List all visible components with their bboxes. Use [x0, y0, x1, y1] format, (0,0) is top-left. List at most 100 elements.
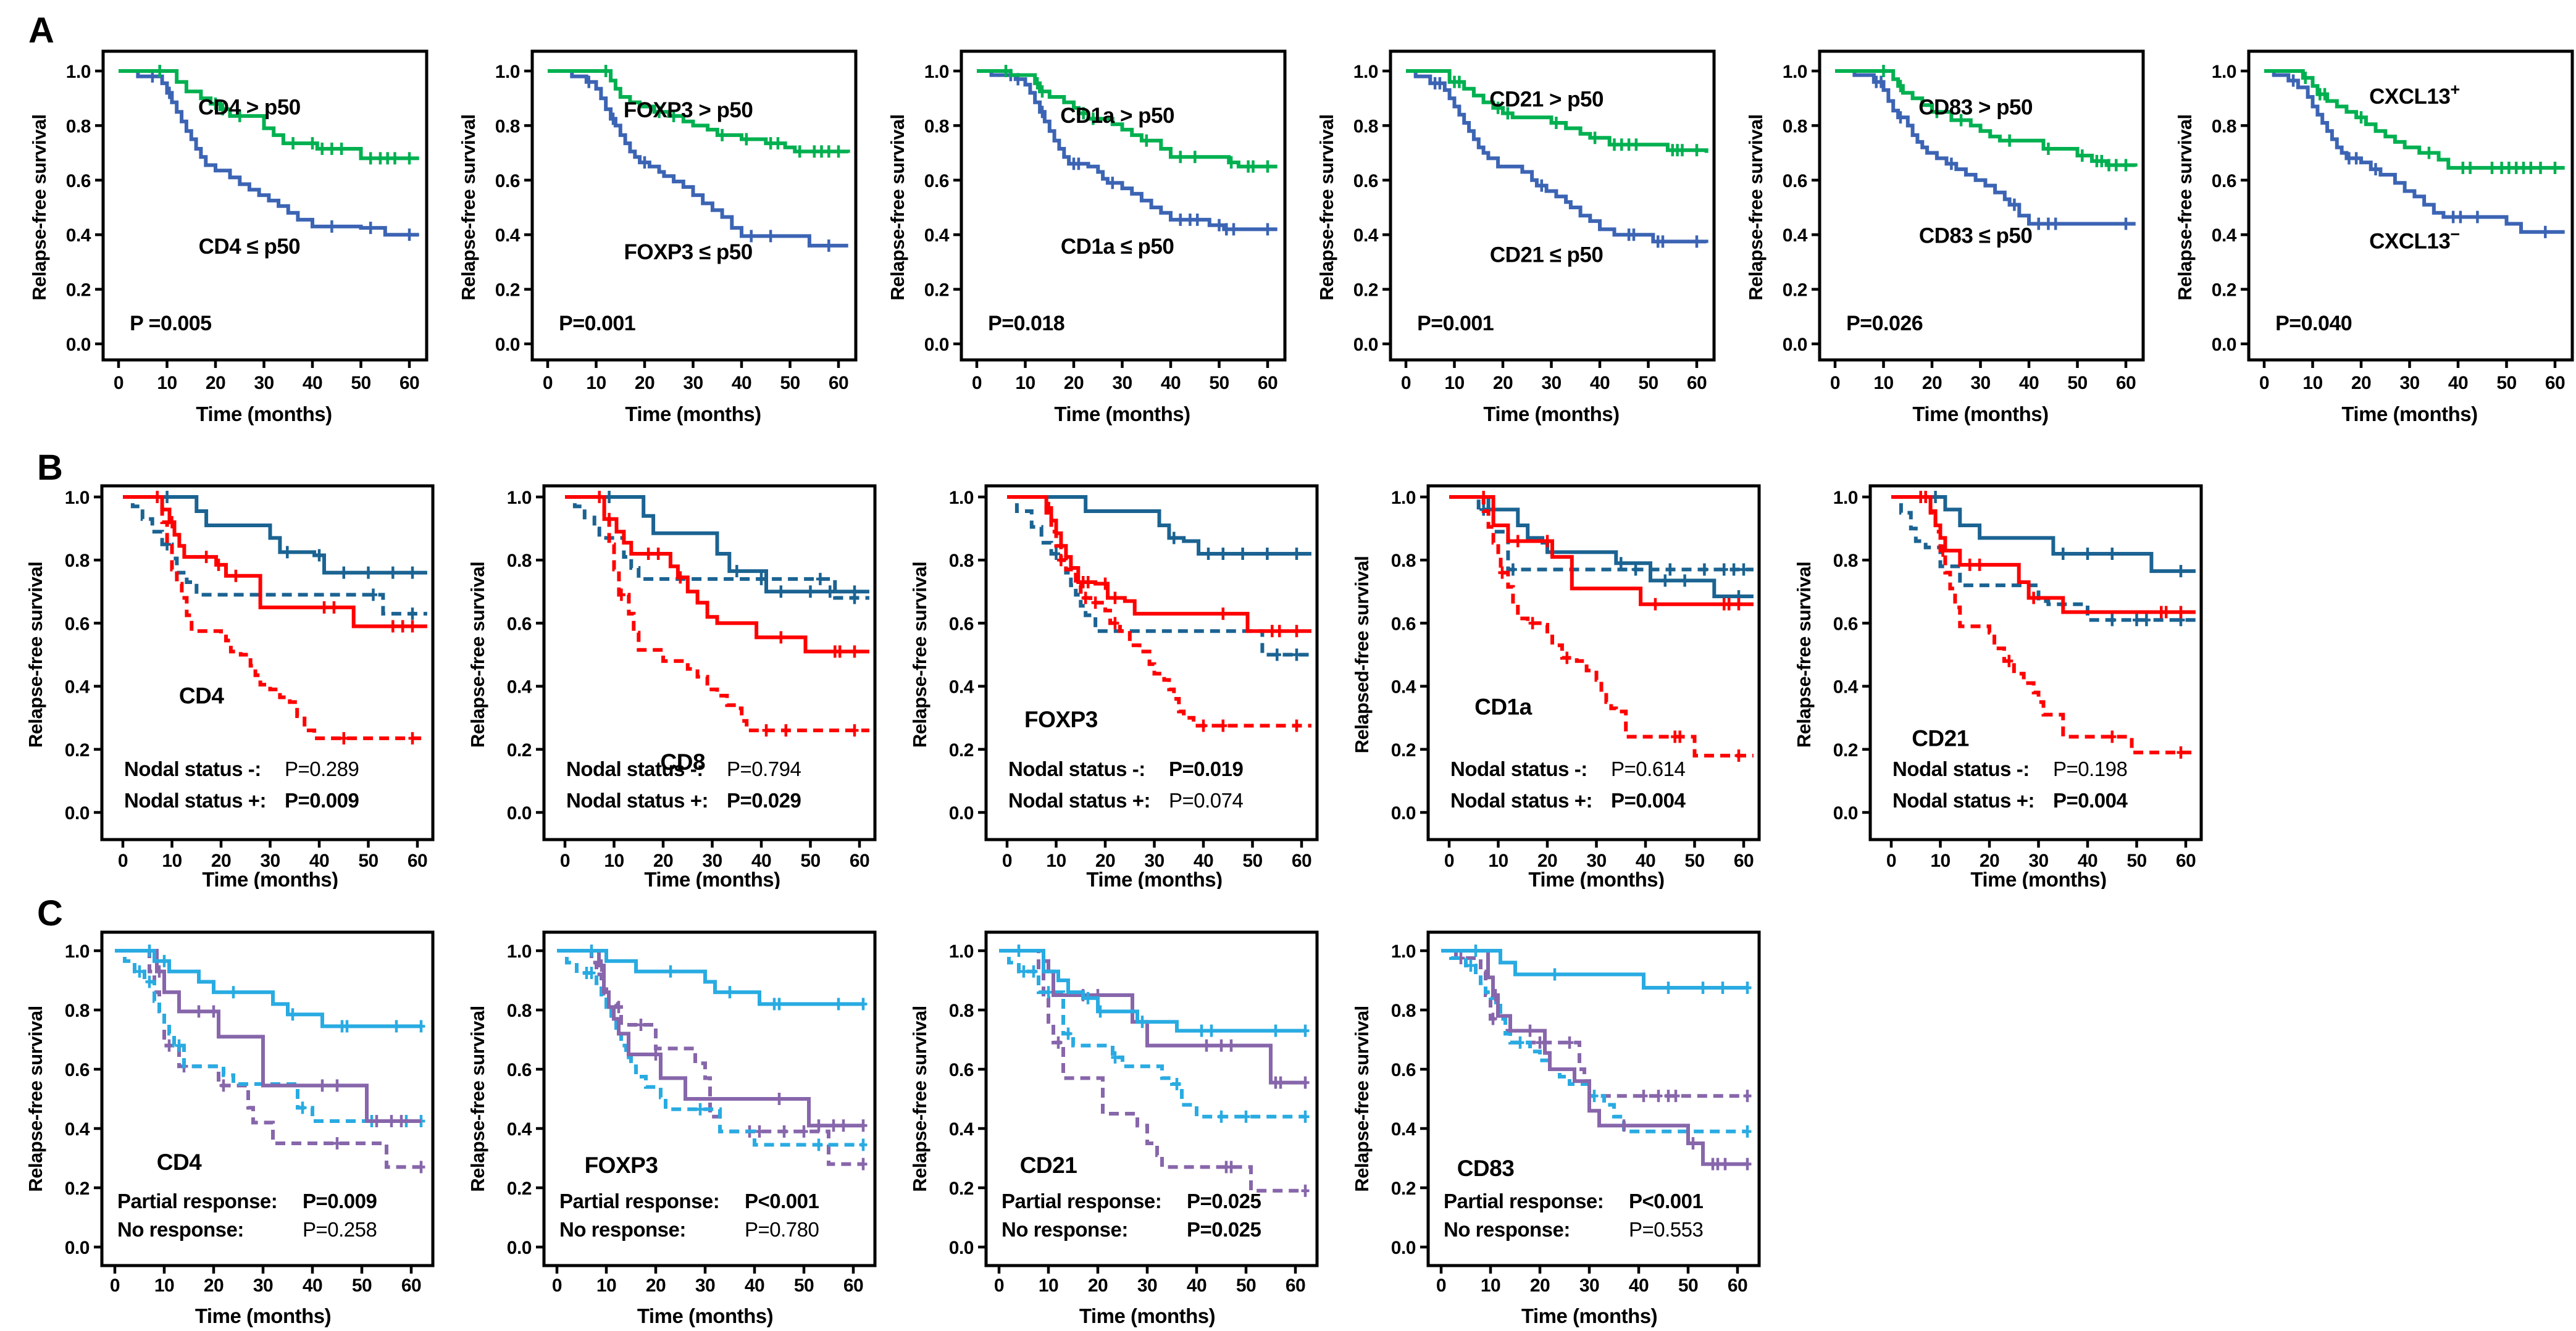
- svg-text:50: 50: [2496, 373, 2516, 393]
- svg-text:0.8: 0.8: [65, 551, 90, 571]
- svg-text:0.4: 0.4: [507, 677, 532, 698]
- svg-text:30: 30: [254, 373, 274, 393]
- svg-text:1.0: 1.0: [65, 941, 90, 962]
- legend-B5-0: Nodal status -: P=0.198: [1892, 757, 2127, 780]
- marker-label-C1: CD4: [157, 1150, 202, 1175]
- svg-text:0.6: 0.6: [924, 171, 949, 191]
- censor-marks-A2-0: [585, 75, 833, 252]
- censor-marks-A2-1: [601, 65, 843, 158]
- y-axis-title-B2: Relapse-free survival: [467, 562, 488, 748]
- censor-marks-C3-0: [1054, 1036, 1310, 1197]
- curve-A1-1: [119, 69, 419, 161]
- curve-A6-0: [2264, 69, 2565, 234]
- svg-text:0.6: 0.6: [65, 614, 90, 634]
- censor-marks-A3-0: [1006, 69, 1272, 236]
- censor-marks-C1-3: [145, 945, 425, 1033]
- y-axis-title-B1: Relapse-free survival: [25, 562, 46, 748]
- curve-B4-3: [1449, 495, 1754, 606]
- svg-text:30: 30: [2028, 851, 2048, 871]
- x-axis-B3: 0 10 20 30 40 50 60: [1002, 840, 1312, 871]
- annotation-A5-1: CD83 ≤ p50: [1919, 224, 2032, 248]
- curve-B5-2: [1891, 495, 2196, 754]
- plot-box-C4: [1426, 930, 1761, 1267]
- x-axis-A4: 0 10 20 30 40 50 60: [1401, 360, 1707, 393]
- svg-text:0.2: 0.2: [66, 280, 91, 301]
- x-axis-C3: 0 10 20 30 40 50 60: [994, 1266, 1306, 1296]
- svg-text:0.6: 0.6: [949, 614, 974, 634]
- svg-text:40: 40: [1194, 851, 1213, 871]
- y-axis-title-B3: Relapse-free survival: [909, 562, 930, 748]
- curve-C4-3: [1441, 949, 1747, 990]
- svg-text:60: 60: [1286, 1275, 1305, 1296]
- svg-text:0: 0: [114, 373, 123, 393]
- svg-text:0.6: 0.6: [1783, 171, 1807, 191]
- censor-marks-B1-3: [153, 491, 417, 633]
- svg-text:0.6: 0.6: [1833, 614, 1858, 634]
- y-axis-B2: 0.0 0.2 0.4 0.6 0.8 1.0: [507, 488, 544, 824]
- censor-marks-B3-3: [1045, 501, 1301, 638]
- y-axis-title-A1: Relapse-free survival: [28, 114, 50, 300]
- y-axis-C4: 0.0 0.2 0.4 0.6 0.8 1.0: [1391, 941, 1428, 1258]
- svg-text:20: 20: [1064, 373, 1084, 393]
- svg-text:0.2: 0.2: [507, 1179, 532, 1199]
- pvalue-A3: P=0.018: [988, 312, 1064, 335]
- svg-text:50: 50: [1236, 1275, 1256, 1296]
- y-axis-B3: 0.0 0.2 0.4 0.6 0.8 1.0: [949, 488, 986, 824]
- y-axis-A3: 0.0 0.2 0.4 0.6 0.8 1.0: [924, 62, 961, 355]
- row-label-C: C: [37, 893, 63, 933]
- svg-text:0.6: 0.6: [65, 1060, 90, 1080]
- plot-box-C3: [984, 930, 1319, 1267]
- svg-text:0.0: 0.0: [65, 1238, 90, 1258]
- x-axis-C1: 0 10 20 30 40 50 60: [110, 1266, 422, 1296]
- censor-marks-B3-1: [1169, 532, 1301, 560]
- marker-label-C2: FOXP3: [585, 1153, 658, 1178]
- x-axis-B1: 0 10 20 30 40 50 60: [118, 840, 428, 871]
- x-axis-title-A1: Time (months): [196, 403, 332, 425]
- curve-B5-1: [1891, 495, 2196, 574]
- svg-text:0: 0: [118, 851, 128, 871]
- annotation-A4-0: CD21 > p50: [1489, 88, 1604, 112]
- curve-A3-0: [977, 69, 1278, 232]
- svg-text:40: 40: [1629, 1275, 1649, 1296]
- legend-C4-1: No response: P=0.553: [1444, 1218, 1703, 1241]
- svg-text:30: 30: [260, 851, 280, 871]
- curve-C3-1: [999, 949, 1305, 1119]
- svg-text:20: 20: [653, 851, 673, 871]
- svg-text:1.0: 1.0: [1391, 488, 1416, 508]
- svg-text:20: 20: [1537, 851, 1557, 871]
- svg-text:0.8: 0.8: [1391, 1001, 1416, 1021]
- svg-text:0: 0: [1886, 851, 1896, 871]
- annotation-A6-0: CXCL13+: [2369, 80, 2460, 109]
- marker-label-B3: FOXP3: [1024, 707, 1098, 732]
- svg-text:50: 50: [794, 1275, 814, 1296]
- svg-text:0.2: 0.2: [495, 280, 520, 301]
- svg-text:30: 30: [1144, 851, 1164, 871]
- svg-text:60: 60: [399, 373, 419, 393]
- svg-text:0: 0: [1401, 373, 1411, 393]
- censor-marks-C2-3: [587, 945, 868, 1011]
- curve-C3-3: [999, 949, 1305, 1033]
- svg-text:0.4: 0.4: [2212, 225, 2237, 246]
- svg-text:60: 60: [408, 851, 427, 871]
- svg-text:10: 10: [1873, 373, 1893, 393]
- svg-text:0.2: 0.2: [924, 280, 949, 301]
- y-axis-B5: 0.0 0.2 0.4 0.6 0.8 1.0: [1833, 488, 1870, 824]
- svg-text:1.0: 1.0: [66, 62, 91, 82]
- censor-marks-A1-1: [156, 65, 414, 165]
- svg-text:10: 10: [1015, 373, 1035, 393]
- marker-label-B1: CD4: [179, 683, 224, 709]
- x-axis-A3: 0 10 20 30 40 50 60: [972, 360, 1278, 393]
- curve-B5-0: [1891, 495, 2196, 622]
- svg-text:0.8: 0.8: [924, 116, 949, 136]
- svg-text:0.4: 0.4: [65, 677, 90, 698]
- x-axis-title-B3: Time (months): [1086, 868, 1222, 889]
- svg-text:60: 60: [2545, 373, 2565, 393]
- y-axis-title-A5: Relapse-free survival: [1745, 114, 1767, 300]
- pvalue-A5: P=0.026: [1846, 312, 1923, 335]
- svg-text:0.8: 0.8: [65, 1001, 90, 1021]
- svg-text:1.0: 1.0: [1783, 62, 1807, 82]
- svg-text:10: 10: [1481, 1275, 1500, 1296]
- svg-text:40: 40: [309, 851, 329, 871]
- legend-B5-1: Nodal status +: P=0.004: [1892, 789, 2128, 812]
- svg-text:40: 40: [303, 373, 322, 393]
